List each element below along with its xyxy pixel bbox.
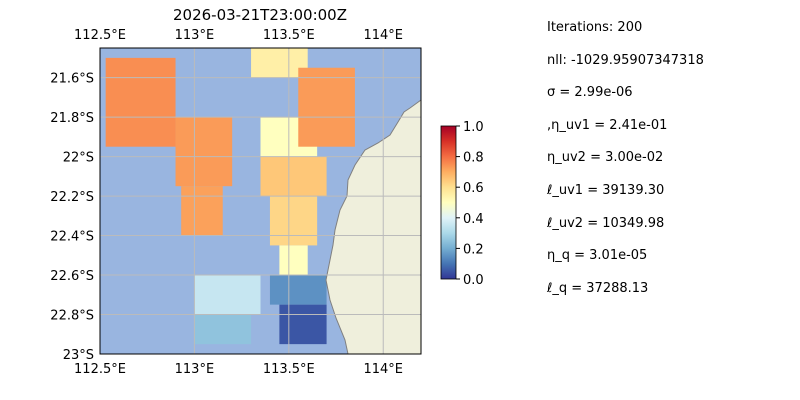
y-tick-label: 22°S <box>63 151 94 166</box>
data-cells <box>105 48 355 345</box>
colorbar: 0.0 0.2 0.4 0.6 0.8 1.0 <box>440 120 484 288</box>
data-cell-1 <box>175 117 233 187</box>
data-cell-5 <box>260 156 327 197</box>
data-cell-11 <box>194 275 261 315</box>
colorbar-ticks: 0.0 0.2 0.4 0.6 0.8 1.0 <box>456 120 484 288</box>
map-grid <box>100 48 421 354</box>
colorbar-gradient <box>440 125 457 280</box>
data-cell-9 <box>269 275 327 305</box>
colorbar-tick-label: 0.8 <box>463 151 484 166</box>
ell-uv2-text: ℓ_uv2 = 10349.98 <box>547 215 665 231</box>
data-cell-8 <box>279 245 308 276</box>
data-cell-10 <box>279 304 327 345</box>
y-tick-label: 21.6°S <box>50 72 94 87</box>
eta-uv2-text: η_uv2 = 3.00e-02 <box>547 150 664 166</box>
data-cell-7 <box>298 67 355 147</box>
eta-q-text: η_q = 3.01e-05 <box>547 248 648 264</box>
ell-q-text: ℓ_q = 37288.13 <box>547 280 649 296</box>
x-tick-label-bottom: 113.5°E <box>263 362 315 377</box>
y-tick-label: 23°S <box>63 348 94 363</box>
x-tick-label-top: 113.5°E <box>263 28 315 43</box>
data-cell-6 <box>269 196 318 246</box>
x-axis-bottom: 112.5°E 113°E 113.5°E 114°E <box>74 362 403 377</box>
y-tick-label: 21.8°S <box>50 111 94 126</box>
data-cell-0 <box>105 57 176 147</box>
x-tick-label-top: 113°E <box>175 28 215 43</box>
colorbar-tick-label: 0.6 <box>463 181 484 196</box>
x-tick-label-top: 114°E <box>363 28 403 43</box>
nll-text: nll: -1029.95907347318 <box>547 52 704 68</box>
colorbar-tick-label: 0.2 <box>463 242 484 257</box>
land-mass <box>325 99 421 354</box>
colorbar-tick-label: 0.4 <box>463 212 484 227</box>
y-tick-label: 22.6°S <box>50 269 94 284</box>
x-tick-label-bottom: 114°E <box>363 362 403 377</box>
fit-statistics-panel: Iterations: 200 nll: -1029.95907347318 σ… <box>547 20 704 313</box>
y-tick-label: 22.8°S <box>50 309 94 324</box>
x-tick-label-bottom: 113°E <box>175 362 215 377</box>
x-axis-top: 112.5°E 113°E 113.5°E 114°E <box>74 28 403 43</box>
data-cell-2 <box>181 186 223 236</box>
x-tick-label-top: 112.5°E <box>74 28 126 43</box>
ell-uv1-text: ℓ_uv1 = 39139.30 <box>547 182 665 198</box>
y-tick-label: 22.2°S <box>50 190 94 205</box>
data-cell-12 <box>194 314 252 345</box>
map-plot-area <box>100 48 421 354</box>
colorbar-tick-label: 0.0 <box>463 273 484 288</box>
iterations-text: Iterations: 200 <box>547 20 643 35</box>
sigma-text: σ = 2.99e-06 <box>547 85 633 101</box>
map-frame <box>99 47 422 355</box>
eta-uv1-text: ,η_uv1 = 2.41e-01 <box>547 117 668 133</box>
chart-title: 2026-03-21T23:00:00Z <box>173 6 347 24</box>
y-axis-left: 21.6°S 21.8°S 22°S 22.2°S 22.4°S 22.6°S 22.8°S… <box>50 72 94 363</box>
colorbar-tick-label: 1.0 <box>463 120 484 135</box>
x-tick-label-bottom: 112.5°E <box>74 362 126 377</box>
y-tick-label: 22.4°S <box>50 230 94 245</box>
